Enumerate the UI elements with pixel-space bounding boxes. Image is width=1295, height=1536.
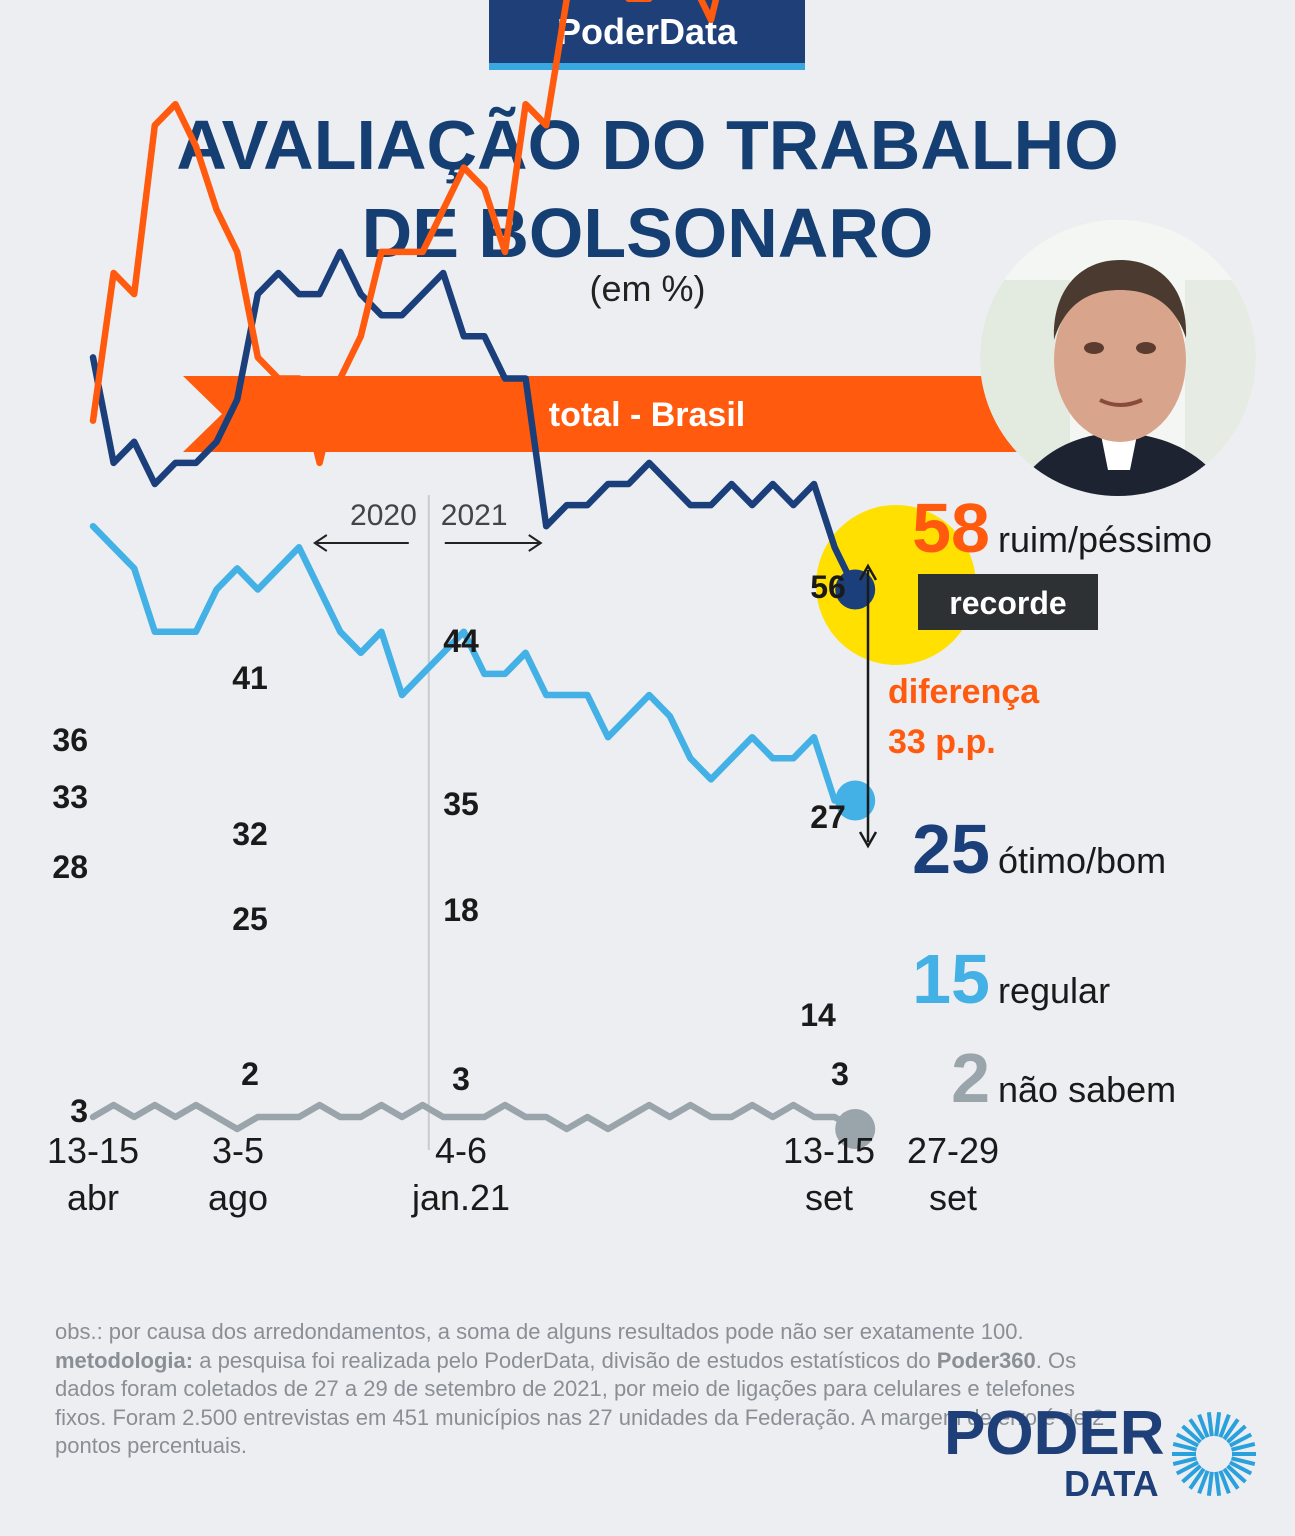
logo-ray bbox=[1188, 1467, 1206, 1490]
x-tick-label-top: 13-15 bbox=[47, 1130, 139, 1171]
logo-ray bbox=[1197, 1413, 1210, 1438]
final-value-otimo: 25 bbox=[912, 810, 990, 888]
data-label-ruim-ago: 41 bbox=[232, 660, 268, 696]
data-label-regular-jan: 18 bbox=[443, 892, 479, 928]
logo-ray bbox=[1181, 1464, 1202, 1484]
logo-ray bbox=[1172, 1456, 1197, 1467]
banner-label: total - Brasil bbox=[549, 396, 745, 434]
data-label-otimo-set: 27 bbox=[810, 799, 846, 835]
footnote-obs: obs.: por causa dos arredondamentos, a s… bbox=[55, 1319, 1024, 1344]
series-line-regular bbox=[89, 522, 859, 804]
series-line-nao-sabem bbox=[89, 1101, 859, 1133]
logo-ray bbox=[1197, 1470, 1210, 1495]
chart-title-line2: DE BOLSONARO bbox=[361, 194, 934, 272]
x-tick-label-top: 13-15 bbox=[783, 1130, 875, 1171]
x-tick-label-bottom: set bbox=[929, 1177, 977, 1218]
year-label-2020: 2020 bbox=[350, 499, 417, 532]
data-label-naosabem-ago: 2 bbox=[241, 1056, 259, 1092]
x-tick-label-top: 3-5 bbox=[212, 1130, 264, 1171]
logo-ray bbox=[1188, 1418, 1206, 1441]
final-value-naosabem: 2 bbox=[951, 1039, 990, 1117]
logo-ray bbox=[1228, 1460, 1253, 1476]
logo-ray bbox=[1206, 1412, 1214, 1437]
data-label-naosabem-set: 3 bbox=[831, 1056, 849, 1092]
x-tick-label-bottom: ago bbox=[208, 1177, 268, 1218]
x-tick-label-top: 4-6 bbox=[435, 1130, 487, 1171]
methodology-part1: a pesquisa foi realizada pelo PoderData,… bbox=[193, 1347, 937, 1373]
logo-ray bbox=[1228, 1432, 1253, 1448]
logo-ray bbox=[1181, 1424, 1202, 1444]
logo-ray bbox=[1214, 1412, 1222, 1437]
logo-ray bbox=[1218, 1470, 1231, 1495]
series-name-otimo: ótimo/bom bbox=[998, 840, 1166, 881]
logo-sunburst-icon bbox=[1172, 1412, 1256, 1496]
data-label-naosabem-start: 3 bbox=[70, 1093, 88, 1129]
logo-ray bbox=[1226, 1464, 1247, 1484]
record-badge-label: recorde bbox=[949, 585, 1066, 621]
series-end-point bbox=[835, 780, 876, 821]
data-label-otimo-jan: 35 bbox=[443, 786, 479, 822]
methodology-text: metodologia: a pesquisa foi realizada pe… bbox=[55, 1347, 1125, 1461]
x-tick-label-bottom: set bbox=[805, 1177, 853, 1218]
arrow-left-icon bbox=[312, 534, 328, 552]
data-label-regular-set: 14 bbox=[800, 997, 836, 1033]
series-name-naosabem: não sabem bbox=[998, 1069, 1176, 1110]
portrait-illustration bbox=[980, 220, 1256, 496]
data-label-otimo-ago: 32 bbox=[232, 816, 268, 852]
logo-ray bbox=[1222, 1418, 1240, 1441]
poderdata-logo: PODER DATA bbox=[944, 1399, 1256, 1504]
series-name-regular: regular bbox=[998, 970, 1110, 1011]
difference-arrow-up-icon bbox=[858, 563, 878, 581]
series-end-point bbox=[835, 569, 876, 610]
logo-ray bbox=[1175, 1432, 1200, 1448]
year-label-2021: 2021 bbox=[441, 499, 508, 532]
series-line-ruim-pessimo bbox=[89, 0, 720, 467]
logo-ray bbox=[1175, 1460, 1200, 1476]
difference-label-line2: 33 p.p. bbox=[888, 723, 996, 761]
methodology-org: Poder360 bbox=[936, 1347, 1036, 1373]
logo-text-data: DATA bbox=[1064, 1463, 1159, 1504]
chart-title-line1: AVALIAÇÃO DO TRABALHO bbox=[176, 106, 1119, 184]
difference-label-line1: diferença bbox=[888, 673, 1040, 711]
logo-text-poder: PODER bbox=[944, 1399, 1164, 1468]
banner-ribbon bbox=[183, 376, 1040, 452]
footnote: obs.: por causa dos arredondamentos, a s… bbox=[55, 1318, 1125, 1461]
final-value-ruim: 58 bbox=[912, 489, 990, 567]
x-tick-label-bottom: jan.21 bbox=[411, 1177, 510, 1218]
data-label-otimo-start: 36 bbox=[52, 722, 88, 758]
logo-ray bbox=[1172, 1441, 1197, 1452]
logo-ray bbox=[1231, 1456, 1256, 1467]
chart-unit: (em %) bbox=[589, 268, 706, 309]
data-label-regular-start: 28 bbox=[52, 849, 88, 885]
logo-ray bbox=[1231, 1441, 1256, 1452]
arrow-right-icon bbox=[528, 534, 543, 552]
data-label-ruim-set: 56 bbox=[810, 569, 846, 605]
final-value-regular: 15 bbox=[912, 940, 990, 1018]
president-photo bbox=[980, 220, 1256, 496]
series-name-ruim: ruim/péssimo bbox=[998, 519, 1212, 560]
methodology-label: metodologia: bbox=[55, 1347, 194, 1373]
x-tick-label-bottom: abr bbox=[67, 1177, 119, 1218]
data-label-regular-ago: 25 bbox=[232, 901, 268, 937]
data-label-ruim-jan: 44 bbox=[443, 623, 479, 659]
record-badge bbox=[918, 574, 1098, 630]
logo-ray bbox=[1226, 1424, 1247, 1444]
data-label-naosabem-jan: 3 bbox=[452, 1061, 470, 1097]
logo-ray bbox=[1218, 1413, 1231, 1438]
series-line-otimo-bom bbox=[89, 248, 859, 593]
data-label-ruim-start: 33 bbox=[52, 779, 88, 815]
difference-arrow-down-icon bbox=[858, 831, 878, 849]
x-tick-label-top: 27-29 bbox=[907, 1130, 999, 1171]
logo-ray bbox=[1222, 1467, 1240, 1490]
series-end-point bbox=[835, 1109, 876, 1149]
logo-ray bbox=[1206, 1471, 1214, 1496]
methodology-part2: . Os dados foram coletados de 27 a 29 de… bbox=[55, 1347, 1105, 1459]
logo-ray bbox=[1214, 1471, 1222, 1496]
